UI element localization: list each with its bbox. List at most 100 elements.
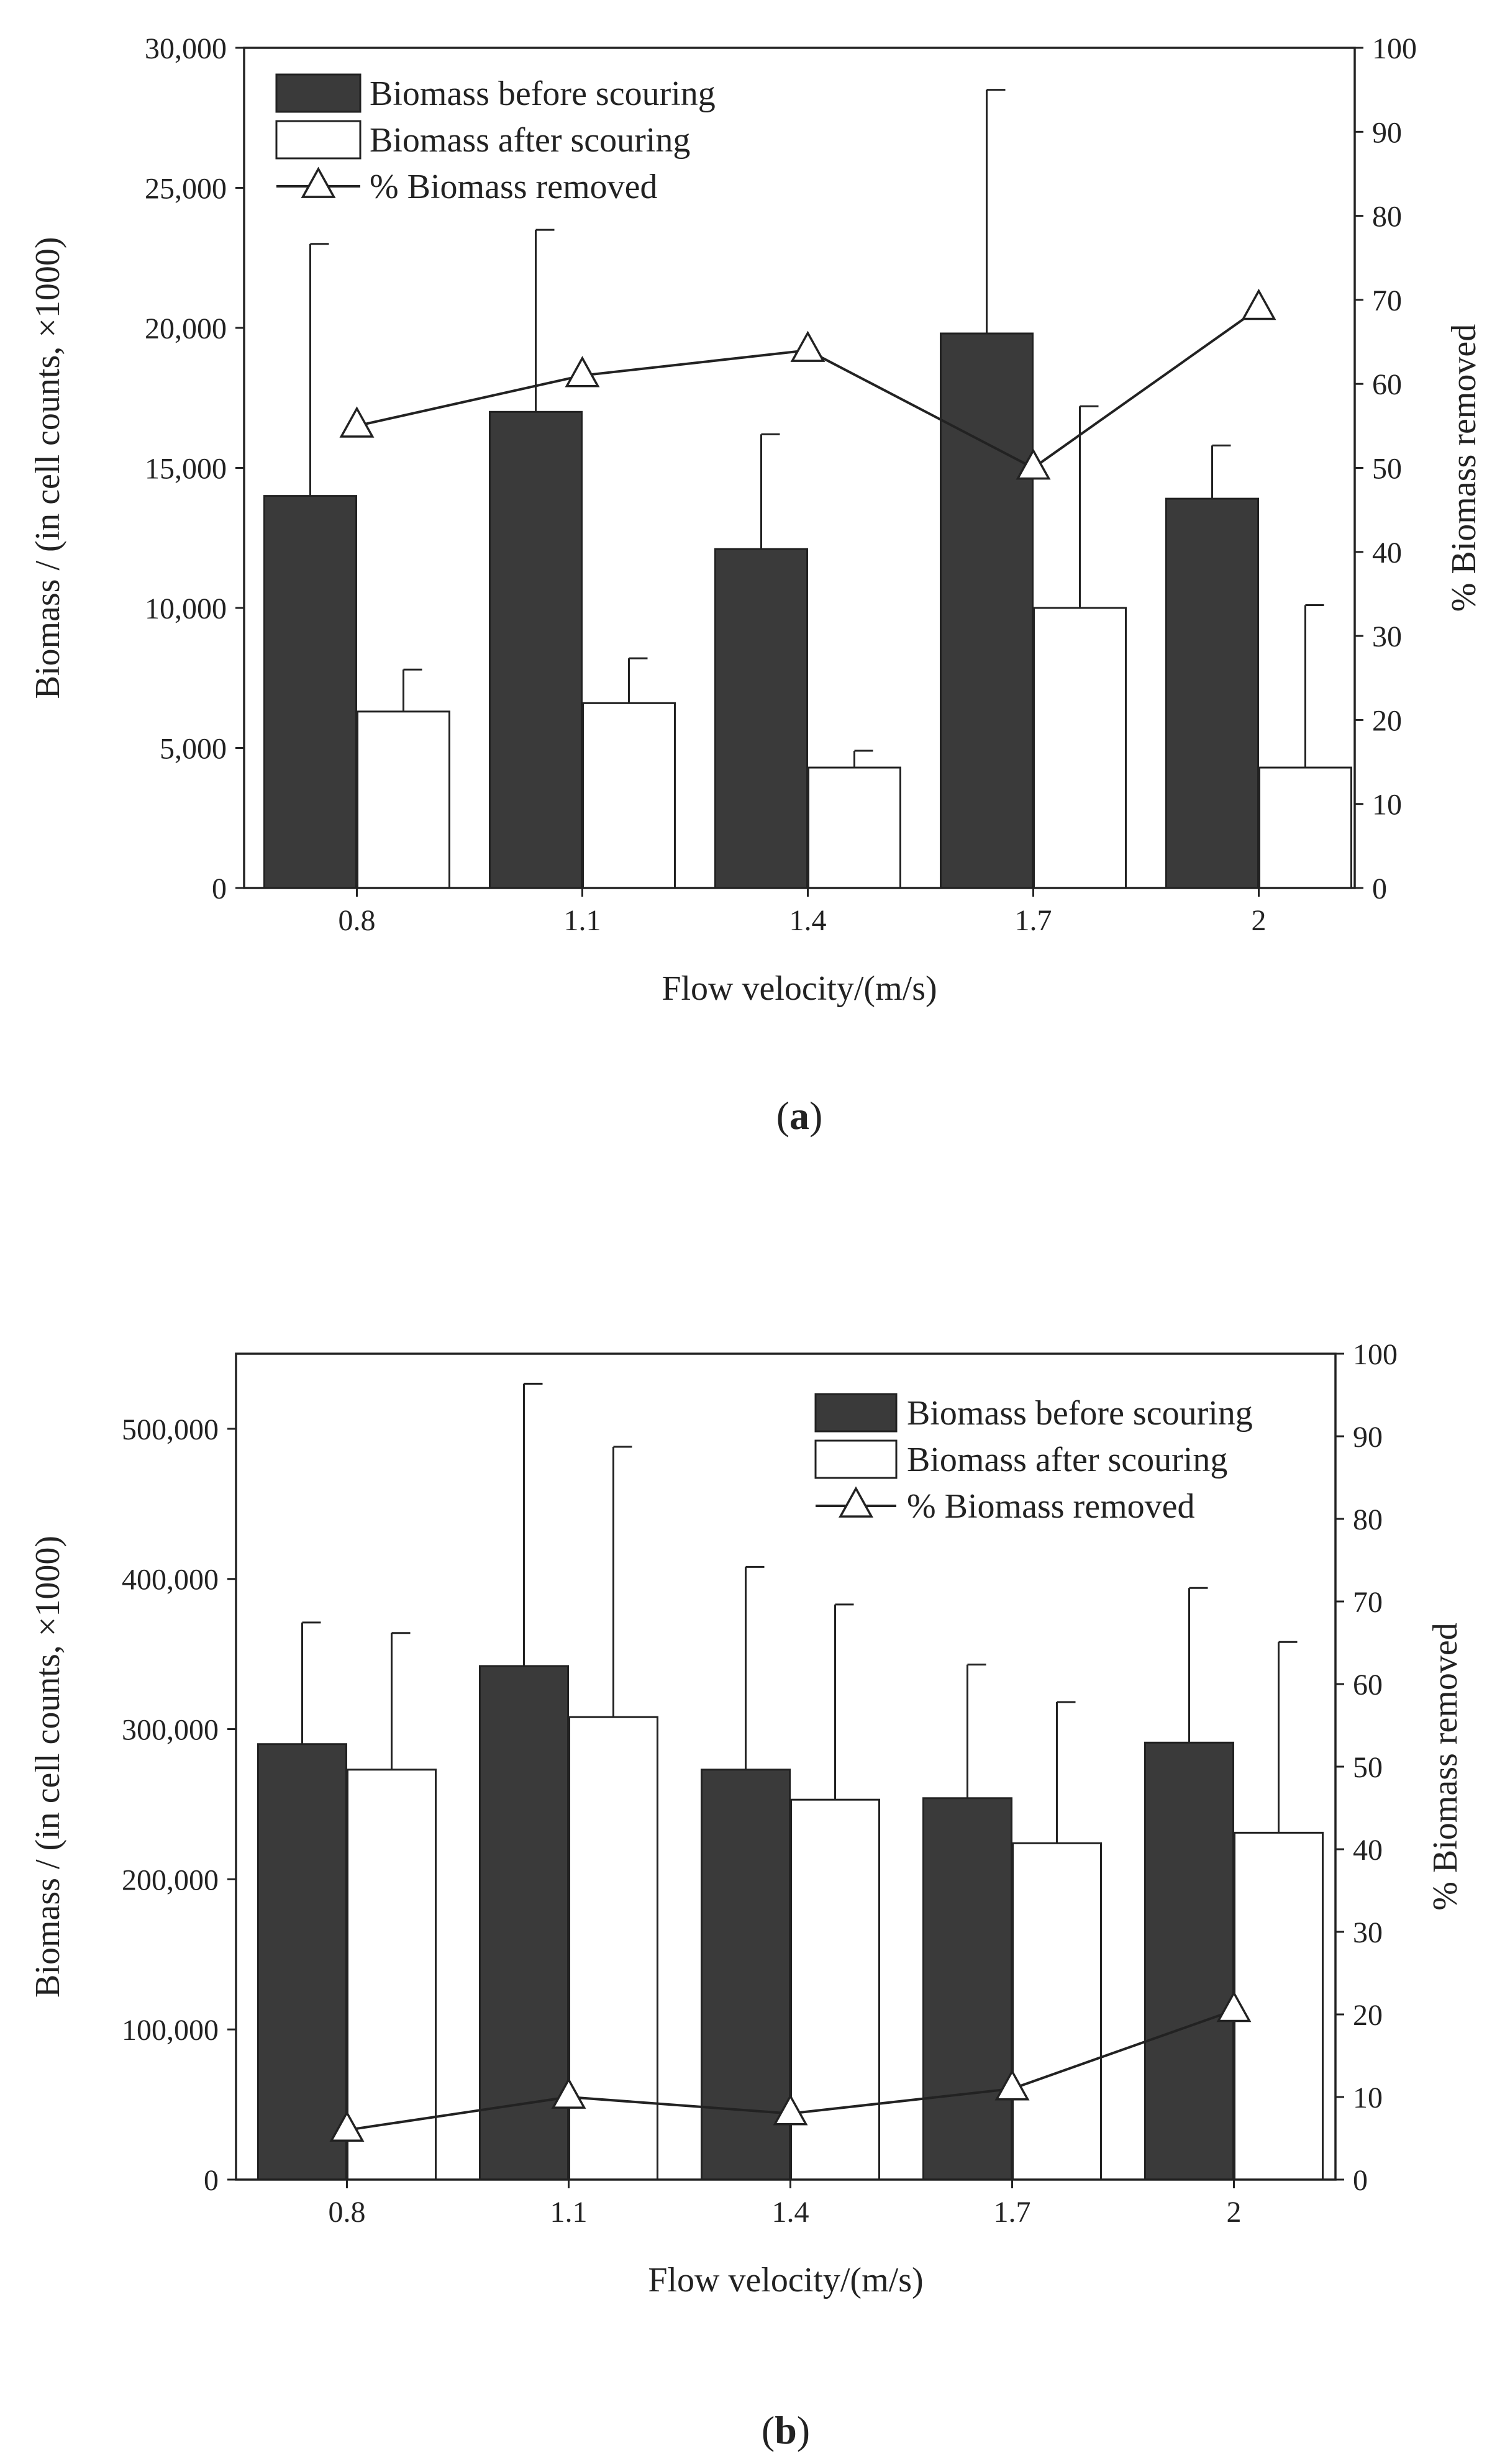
x-tick-label: 2 <box>1252 904 1267 937</box>
percent-removed-marker <box>994 2069 1030 2101</box>
caption-paren-close: ) <box>809 1094 822 1138</box>
legend-swatch-before <box>814 1393 898 1433</box>
y-tick-label: 25,000 <box>145 173 227 206</box>
y-tick-label: 500,000 <box>122 1413 219 1446</box>
figure-caption: (a) <box>776 1094 823 1138</box>
caption-paren-close: ) <box>797 2408 810 2452</box>
bar-after <box>1234 1831 1324 2181</box>
x-tick-label: 0.8 <box>339 904 376 937</box>
y2-tick-label: 0 <box>1372 872 1387 905</box>
bar-before <box>257 1743 347 2181</box>
y2-tick-label: 50 <box>1353 1751 1383 1784</box>
caption-letter: a <box>789 1094 809 1138</box>
y-tick-label: 5,000 <box>160 733 227 766</box>
y2-axis-label: % Biomass removed <box>1445 324 1483 612</box>
x-tick-label: 1.1 <box>564 904 601 937</box>
x-tick-label: 0.8 <box>329 2196 366 2229</box>
x-axis-label: Flow velocity/(m/s) <box>662 969 937 1008</box>
bar-before <box>922 1797 1012 2181</box>
bar-before <box>940 332 1034 889</box>
y-tick-label: 100,000 <box>122 2014 219 2047</box>
chart-b: 0.8 1.1 1.4 1.7 20100,000200,000300,000400,0… <box>29 1338 1465 2452</box>
legend: Biomass before scouring Biomass after sco… <box>814 1393 1253 1526</box>
percent-removed-marker <box>565 356 600 387</box>
y2-tick-label: 40 <box>1353 1834 1383 1867</box>
chart-a: 0.8 1.1 1.4 1.7 205,00010,00015,00020,00025,… <box>29 32 1483 1138</box>
y2-tick-label: 10 <box>1353 2081 1383 2114</box>
x-tick-label: 1.4 <box>772 2196 809 2229</box>
legend-marker-percent <box>839 1486 873 1518</box>
x-axis-label: Flow velocity/(m/s) <box>648 2261 923 2299</box>
bar-after <box>807 766 901 889</box>
y2-tick-label: 0 <box>1353 2164 1368 2197</box>
y-axis-label: Biomass / (in cell counts, ×1000) <box>29 237 67 699</box>
x-tick-label: 1.4 <box>789 904 827 937</box>
y2-tick-label: 70 <box>1372 284 1402 317</box>
y-tick-label: 200,000 <box>122 1864 219 1896</box>
legend-marker-percent <box>301 166 336 198</box>
bar-after <box>568 1716 658 2181</box>
figure-caption: (b) <box>762 2408 810 2452</box>
y2-tick-label: 10 <box>1372 789 1402 822</box>
y2-tick-label: 80 <box>1372 201 1402 233</box>
legend-label-before: Biomass before scouring <box>370 75 716 113</box>
y2-tick-label: 60 <box>1353 1669 1383 1701</box>
y-axis-label: Biomass / (in cell counts, ×1000) <box>29 1536 67 1998</box>
y2-tick-label: 30 <box>1372 620 1402 653</box>
percent-removed-marker <box>329 2110 365 2142</box>
legend-swatch-after <box>814 1439 898 1479</box>
y2-axis-label: % Biomass removed <box>1426 1623 1465 1910</box>
bar-after <box>1033 607 1127 889</box>
bar-before <box>479 1665 569 2181</box>
y2-tick-label: 20 <box>1372 704 1402 737</box>
percent-removed-marker <box>1016 448 1051 480</box>
percent-removed-marker <box>773 2094 808 2126</box>
y2-tick-label: 100 <box>1353 1338 1398 1371</box>
legend-swatch-before <box>275 73 362 113</box>
y2-tick-label: 30 <box>1353 1916 1383 1949</box>
y-tick-label: 400,000 <box>122 1564 219 1597</box>
y2-tick-label: 100 <box>1372 32 1417 65</box>
legend-label-before: Biomass before scouring <box>907 1394 1253 1433</box>
y-tick-label: 0 <box>204 2164 219 2197</box>
y2-tick-label: 90 <box>1372 116 1402 149</box>
bar-after <box>1258 766 1352 889</box>
legend-label-after: Biomass after scouring <box>907 1441 1227 1479</box>
y2-tick-label: 60 <box>1372 368 1402 401</box>
y2-tick-label: 40 <box>1372 537 1402 569</box>
y2-tick-label: 50 <box>1372 453 1402 486</box>
legend: Biomass before scouring Biomass after sco… <box>275 73 716 206</box>
y-tick-label: 20,000 <box>145 312 227 345</box>
bar-before <box>1165 497 1259 889</box>
y-tick-label: 15,000 <box>145 453 227 486</box>
percent-removed-marker <box>790 330 825 362</box>
y2-tick-label: 70 <box>1353 1586 1383 1619</box>
x-tick-label: 1.1 <box>550 2196 588 2229</box>
legend-label-after: Biomass after scouring <box>370 121 690 160</box>
bar-before <box>489 410 583 889</box>
bar-before <box>714 548 808 889</box>
y-tick-label: 10,000 <box>145 592 227 625</box>
legend-label-percent: % Biomass removed <box>907 1487 1194 1526</box>
caption-letter: b <box>775 2408 797 2452</box>
bar-before <box>1144 1741 1234 2181</box>
y-tick-label: 30,000 <box>145 32 227 65</box>
percent-removed-marker <box>339 406 375 438</box>
x-tick-label: 1.7 <box>994 2196 1031 2229</box>
y-tick-label: 0 <box>212 872 227 905</box>
bar-after <box>1012 1842 1102 2181</box>
caption-paren-open: ( <box>776 1094 789 1138</box>
bar-after <box>790 1798 880 2181</box>
percent-removed-marker <box>1241 288 1276 320</box>
y2-tick-label: 20 <box>1353 1999 1383 2032</box>
y-tick-label: 300,000 <box>122 1714 219 1747</box>
y2-tick-label: 80 <box>1353 1503 1383 1536</box>
percent-removed-marker <box>551 2077 586 2109</box>
legend-label-percent: % Biomass removed <box>370 168 657 206</box>
x-tick-label: 2 <box>1227 2196 1242 2229</box>
bar-after <box>582 702 676 889</box>
caption-paren-open: ( <box>762 2408 775 2452</box>
percent-removed-marker <box>1216 1990 1252 2022</box>
legend-swatch-after <box>275 120 362 160</box>
